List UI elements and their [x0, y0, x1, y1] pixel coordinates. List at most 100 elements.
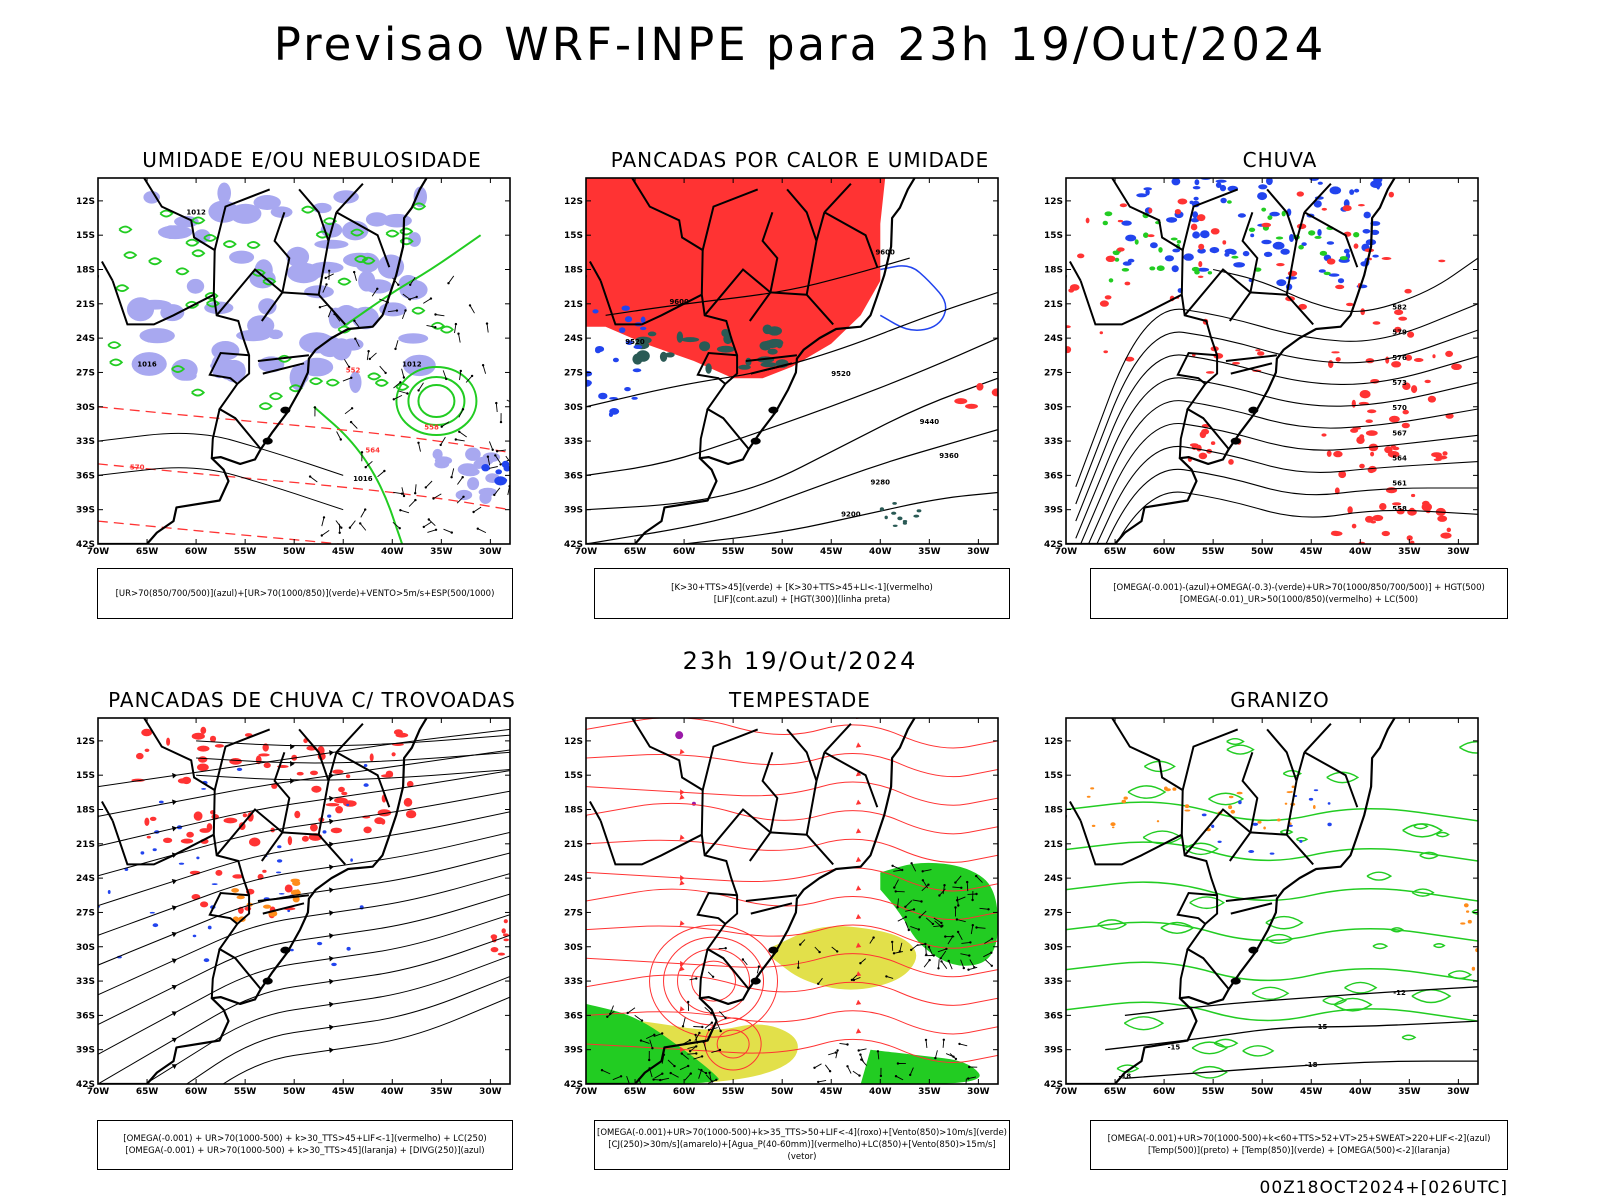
wind-vector-head [364, 466, 367, 469]
omega500-area [1184, 804, 1190, 809]
wind-vector-head [934, 1056, 937, 1060]
wind-vector [959, 1043, 968, 1047]
thunderstorm-area [186, 831, 194, 838]
lon-label: 35W [430, 1087, 453, 1097]
lat-label: 18S [564, 266, 583, 276]
wind-vector [428, 519, 436, 527]
rain-area [1085, 217, 1090, 224]
wind-vector [454, 324, 457, 334]
omega-strong-area [1227, 200, 1232, 204]
lat-label: 36S [564, 471, 583, 481]
wind-vector-head [904, 905, 907, 908]
lon-label: 35W [1398, 1087, 1421, 1097]
streamline-arrow [289, 743, 295, 750]
omega-strong-area [1281, 210, 1286, 217]
wind-vector-head [938, 894, 941, 897]
hail-area [1313, 789, 1319, 792]
wind-vector [693, 1026, 703, 1028]
lon-label: 35W [1398, 547, 1421, 557]
lif-contour [598, 392, 608, 400]
omega-area [1289, 234, 1294, 242]
humidity-mid-area [314, 239, 349, 249]
wind-vector [393, 381, 401, 389]
streamline-arrow [855, 914, 862, 920]
wind-vector [506, 399, 510, 403]
wind-vector-head [702, 1040, 705, 1044]
wind-vector-head [973, 966, 976, 969]
lagoon [1248, 946, 1259, 954]
lagoon [1248, 406, 1259, 414]
wind-vector-head [406, 392, 409, 395]
streamline-arrow [855, 971, 862, 977]
omega-area [1317, 181, 1323, 185]
thunderstorm-area [503, 938, 510, 942]
legend-granizo: [OMEGA(-0.001)+UR>70(1000-500)+k<60+TTS>… [1090, 1120, 1508, 1170]
wind-vector-head [472, 510, 475, 514]
wind-vector [423, 521, 432, 528]
wind-vector [609, 1005, 614, 1015]
lat-label: 36S [76, 471, 95, 481]
jet-area [772, 926, 917, 990]
legend-line: [OMEGA(-0.001) + UR>70(1000-500) + k>30_… [123, 1134, 487, 1144]
rain-area [1105, 255, 1116, 262]
wind-vector [922, 869, 932, 872]
heat-k-area [767, 338, 784, 347]
omega500-area [1463, 903, 1469, 908]
rain-area [1392, 446, 1400, 451]
wind-vector [387, 310, 397, 313]
wind-vector [497, 449, 507, 452]
humidity-mid-area [132, 360, 146, 373]
contour-label: 9600 [669, 298, 689, 306]
border-line [111, 280, 215, 326]
wind-vector-head [891, 940, 894, 944]
lif-contour [586, 370, 593, 377]
omega-area [1172, 248, 1181, 253]
rain-area [1384, 446, 1393, 454]
rain-area [1342, 205, 1352, 212]
border-line [1069, 261, 1082, 282]
omega-area [1215, 179, 1227, 183]
rain-area [1351, 523, 1357, 529]
temp850-contour [1066, 1001, 1478, 1022]
wind-vector [928, 946, 934, 956]
streamline-arrow [855, 1028, 862, 1034]
wind-vector-head [398, 527, 401, 530]
humidity-low-contour [385, 229, 400, 238]
hail-area [1308, 797, 1314, 801]
humidity-low-contour [115, 284, 130, 293]
convection-area [263, 904, 272, 909]
wind-vector [393, 394, 403, 400]
rain-area [1125, 356, 1135, 362]
rain-area [1433, 458, 1442, 462]
wind-vector-head [990, 964, 993, 967]
wind-vector [704, 1006, 712, 1014]
rain-area [1326, 450, 1332, 457]
wind-vector [392, 277, 399, 286]
border-line [805, 752, 826, 835]
legend-line: [OMEGA(-0.001)+UR>70(1000-500)+k>35_TTS>… [597, 1128, 1007, 1138]
border-line [1178, 408, 1189, 459]
severe-area [675, 731, 684, 740]
divergence-area [346, 803, 350, 807]
omega-strong-area [1156, 265, 1165, 271]
rain-area [1381, 530, 1390, 537]
lat-label: 24S [1044, 334, 1063, 344]
rain-area [1124, 281, 1131, 286]
heat-convection-area [976, 383, 984, 391]
thunderstorm-area [249, 837, 261, 847]
border-line [698, 948, 709, 999]
streamline-arrow [328, 750, 334, 756]
temp850-contour [1344, 981, 1378, 994]
lat-label: 21S [564, 840, 583, 850]
wind-vector [414, 484, 417, 494]
omega-area [1370, 229, 1380, 235]
omega-area [1242, 250, 1250, 257]
rain-area [1321, 207, 1327, 211]
humidity-mid-area [398, 333, 429, 344]
humidity-low-contour [118, 225, 133, 234]
streamline-arrow [679, 794, 685, 800]
border-line [750, 902, 793, 915]
border-line [262, 902, 305, 915]
heat-k-area [891, 511, 897, 515]
